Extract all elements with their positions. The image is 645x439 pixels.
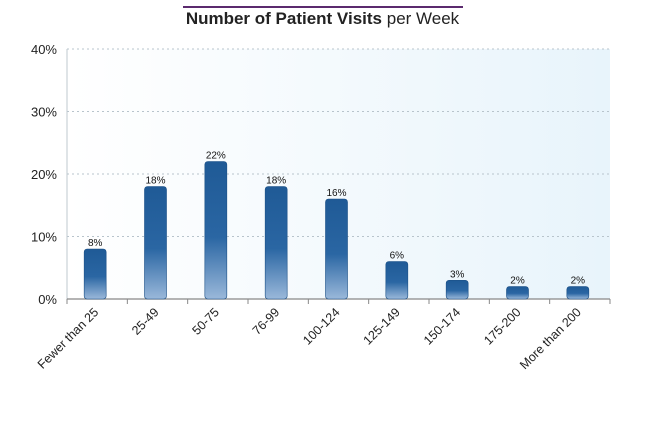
x-tick-label: 125-149 xyxy=(361,305,403,347)
data-label: 6% xyxy=(390,251,405,262)
bar xyxy=(506,286,529,300)
x-tick-label: 76-99 xyxy=(250,305,283,338)
chart-title-bold: Number of Patient Visits xyxy=(185,9,382,28)
bar xyxy=(144,186,167,300)
data-label: 2% xyxy=(571,276,586,287)
bar xyxy=(204,161,228,300)
bar xyxy=(83,248,107,300)
data-label: 18% xyxy=(145,176,165,187)
x-tick-label: 50-75 xyxy=(189,305,222,338)
data-label: 8% xyxy=(88,238,103,249)
x-tick-label: Fewer than 25 xyxy=(35,305,101,371)
y-tick-label: 0% xyxy=(38,292,57,307)
y-tick-label: 10% xyxy=(31,230,57,245)
y-tick-label: 20% xyxy=(31,167,57,182)
data-label: 16% xyxy=(326,188,346,199)
bar xyxy=(264,186,288,300)
x-tick-label: 100-124 xyxy=(300,305,342,347)
bar xyxy=(445,279,469,300)
x-tick-label: 150-174 xyxy=(421,305,463,347)
y-tick-label: 40% xyxy=(31,42,57,57)
plot-area: 0% 10% 20% 30% 40% 8% Fewer than 25 18% 25-49 22%… xyxy=(31,42,611,372)
data-label: 2% xyxy=(510,276,525,287)
bar xyxy=(325,198,348,300)
data-label: 3% xyxy=(450,269,465,280)
chart-title: Number of Patient Visits per Week xyxy=(0,9,645,29)
title-rule xyxy=(183,6,463,8)
chart-title-normal: per Week xyxy=(386,9,460,28)
data-label: 18% xyxy=(266,176,286,187)
bar xyxy=(566,286,590,300)
bar xyxy=(385,261,409,300)
data-label: 22% xyxy=(206,151,226,162)
y-tick-label: 30% xyxy=(31,105,57,120)
x-tick-label: 175-200 xyxy=(481,305,523,347)
x-tick-label: More than 200 xyxy=(517,305,584,372)
x-tick-label: 25-49 xyxy=(129,305,162,338)
